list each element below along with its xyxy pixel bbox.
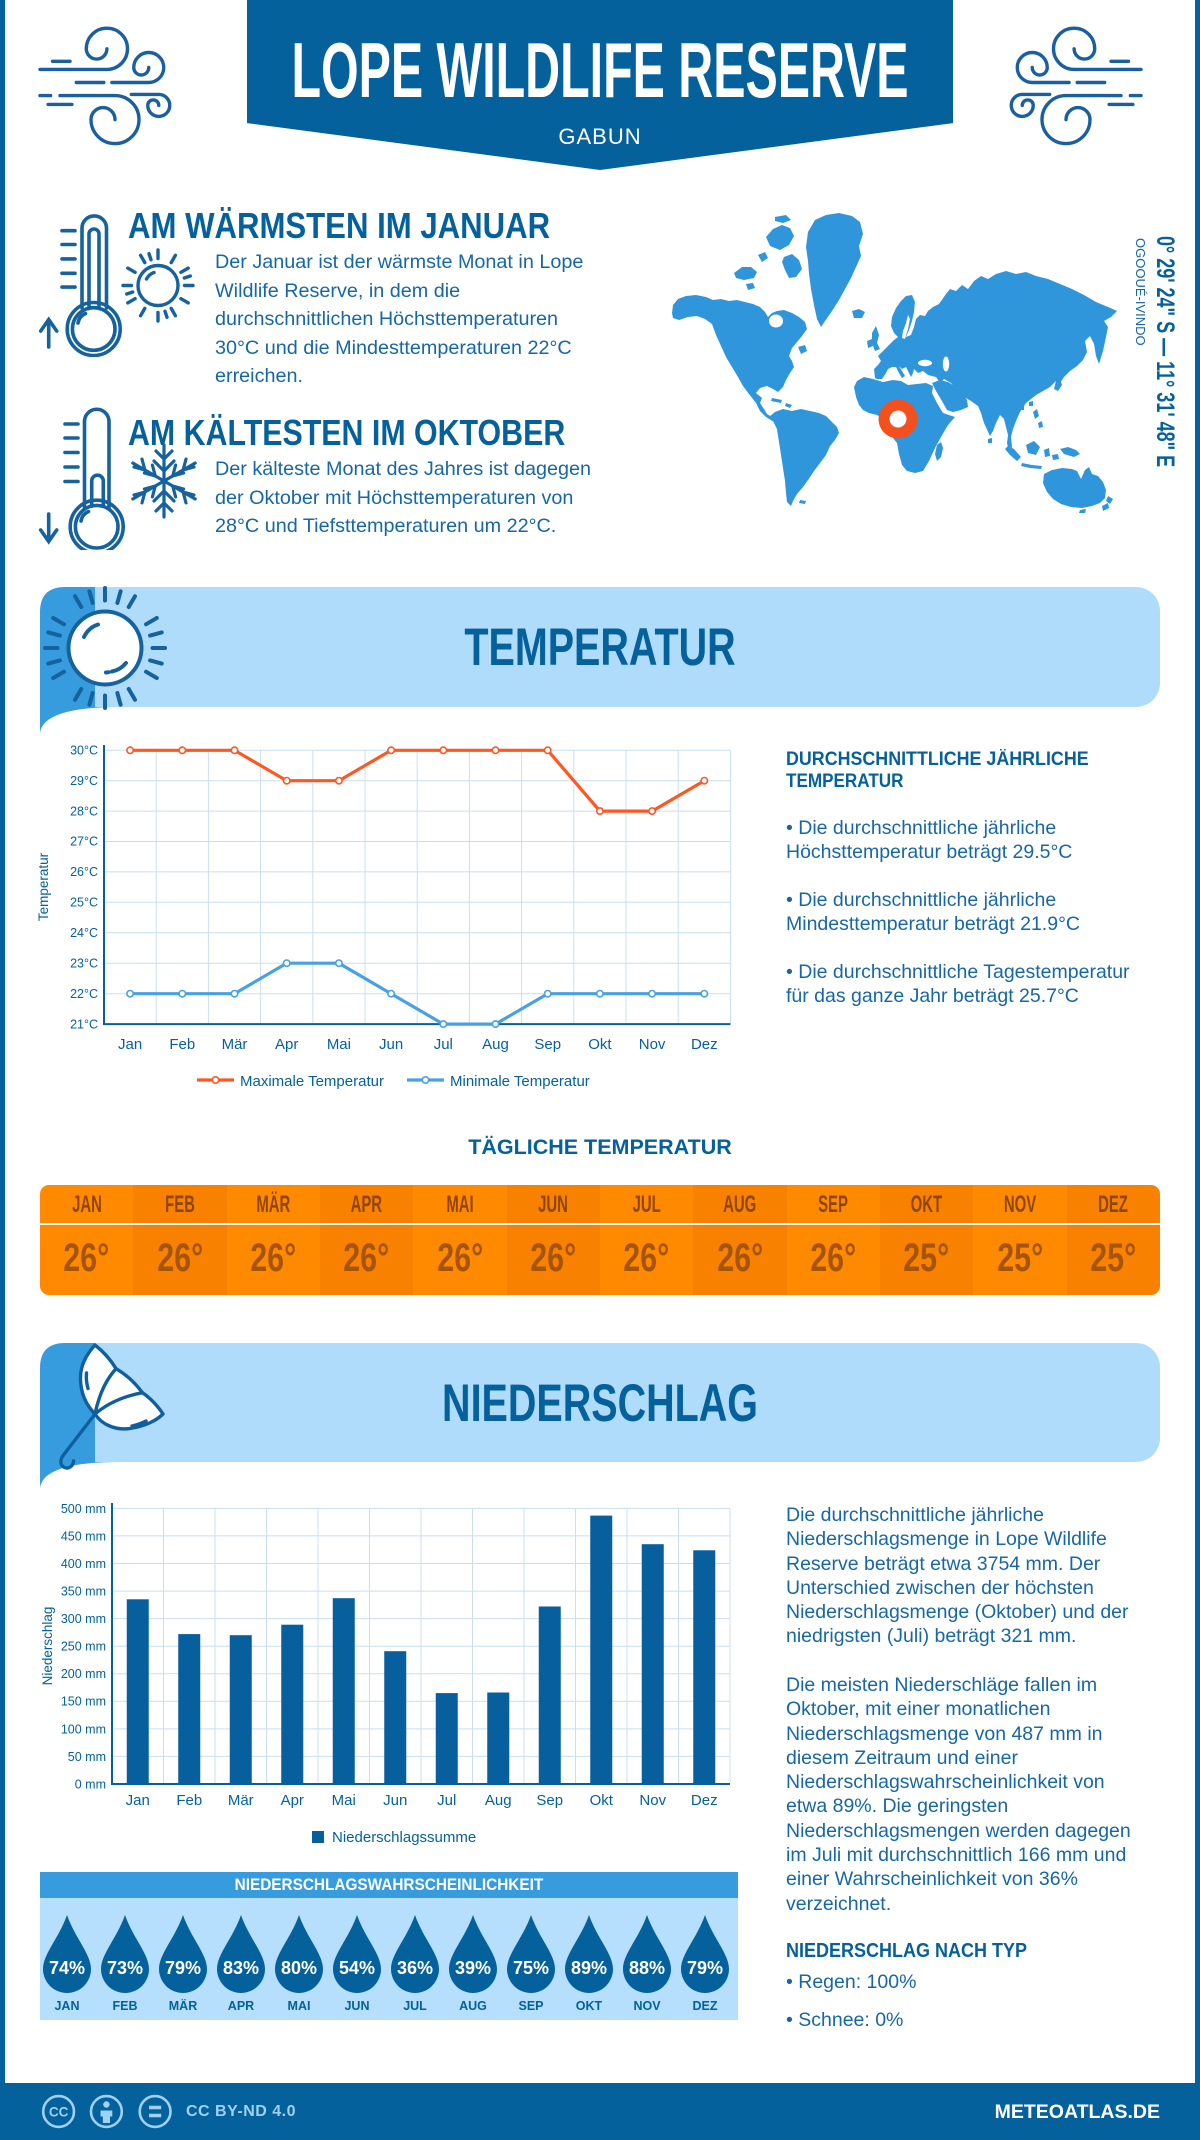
svg-text:350 mm: 350 mm (61, 1585, 106, 1599)
svg-text:39%: 39% (455, 1958, 491, 1978)
svg-text:400 mm: 400 mm (61, 1557, 106, 1571)
svg-text:Sep: Sep (534, 1036, 561, 1053)
svg-text:54%: 54% (339, 1958, 375, 1978)
svg-text:Apr: Apr (275, 1036, 298, 1053)
svg-text:29°C: 29°C (70, 774, 98, 788)
svg-text:JAN: JAN (54, 1999, 79, 2013)
svg-text:Temperatur: Temperatur (36, 852, 51, 921)
svg-text:250 mm: 250 mm (61, 1640, 106, 1654)
svg-text:26°C: 26°C (70, 865, 98, 879)
svg-text:Jul: Jul (437, 1792, 456, 1809)
svg-text:APR: APR (228, 1999, 254, 2013)
svg-text:Minimale Temperatur: Minimale Temperatur (450, 1073, 590, 1090)
svg-text:83%: 83% (223, 1958, 259, 1978)
svg-text:74%: 74% (49, 1958, 85, 1978)
svg-text:100 mm: 100 mm (61, 1722, 106, 1736)
svg-text:79%: 79% (165, 1958, 201, 1978)
svg-text:MAI: MAI (288, 1999, 311, 2013)
svg-text:Dez: Dez (691, 1036, 718, 1053)
svg-text:23°C: 23°C (70, 956, 98, 970)
svg-text:Jan: Jan (118, 1036, 142, 1053)
svg-text:79%: 79% (687, 1958, 723, 1978)
svg-text:50 mm: 50 mm (68, 1750, 106, 1764)
svg-text:Feb: Feb (176, 1792, 202, 1809)
svg-text:Nov: Nov (639, 1036, 666, 1053)
svg-text:28°C: 28°C (70, 804, 98, 818)
svg-text:24°C: 24°C (70, 926, 98, 940)
svg-text:Jun: Jun (383, 1792, 407, 1809)
svg-text:450 mm: 450 mm (61, 1529, 106, 1543)
svg-text:DEZ: DEZ (693, 1999, 718, 2013)
svg-text:Jun: Jun (379, 1036, 403, 1053)
svg-text:Aug: Aug (485, 1792, 512, 1809)
svg-text:21°C: 21°C (70, 1017, 98, 1031)
svg-text:AUG: AUG (459, 1999, 487, 2013)
svg-text:Okt: Okt (590, 1792, 614, 1809)
svg-text:0 mm: 0 mm (75, 1777, 106, 1791)
svg-text:Nov: Nov (639, 1792, 666, 1809)
svg-text:300 mm: 300 mm (61, 1612, 106, 1626)
svg-text:150 mm: 150 mm (61, 1695, 106, 1709)
svg-text:27°C: 27°C (70, 835, 98, 849)
svg-text:200 mm: 200 mm (61, 1667, 106, 1681)
svg-text:Niederschlag: Niederschlag (40, 1607, 55, 1686)
svg-text:MÄR: MÄR (169, 1998, 197, 2013)
svg-text:80%: 80% (281, 1958, 317, 1978)
svg-text:FEB: FEB (113, 1999, 138, 2013)
svg-text:25°C: 25°C (70, 896, 98, 910)
svg-text:Feb: Feb (169, 1036, 195, 1053)
svg-text:NOV: NOV (633, 1999, 661, 2013)
svg-text:JUL: JUL (403, 1999, 427, 2013)
svg-text:CC: CC (49, 2104, 69, 2119)
svg-text:Maximale Temperatur: Maximale Temperatur (240, 1073, 384, 1090)
svg-text:Mär: Mär (228, 1792, 254, 1809)
svg-text:Aug: Aug (482, 1036, 509, 1053)
svg-text:Mai: Mai (332, 1792, 356, 1809)
svg-text:Mai: Mai (327, 1036, 351, 1053)
svg-text:89%: 89% (571, 1958, 607, 1978)
svg-text:22°C: 22°C (70, 987, 98, 1001)
svg-text:500 mm: 500 mm (61, 1502, 106, 1516)
svg-text:JUN: JUN (344, 1999, 369, 2013)
svg-text:88%: 88% (629, 1958, 665, 1978)
svg-text:30°C: 30°C (70, 744, 98, 758)
svg-text:Sep: Sep (536, 1792, 563, 1809)
svg-text:Jul: Jul (434, 1036, 453, 1053)
svg-text:Apr: Apr (281, 1792, 304, 1809)
svg-text:Dez: Dez (691, 1792, 718, 1809)
svg-text:Jan: Jan (126, 1792, 150, 1809)
svg-text:36%: 36% (397, 1958, 433, 1978)
svg-text:73%: 73% (107, 1958, 143, 1978)
svg-text:SEP: SEP (518, 1999, 543, 2013)
svg-text:OKT: OKT (576, 1999, 603, 2013)
svg-text:75%: 75% (513, 1958, 549, 1978)
svg-text:Niederschlagssumme: Niederschlagssumme (332, 1829, 476, 1846)
svg-text:Okt: Okt (588, 1036, 612, 1053)
svg-text:Mär: Mär (222, 1036, 248, 1053)
